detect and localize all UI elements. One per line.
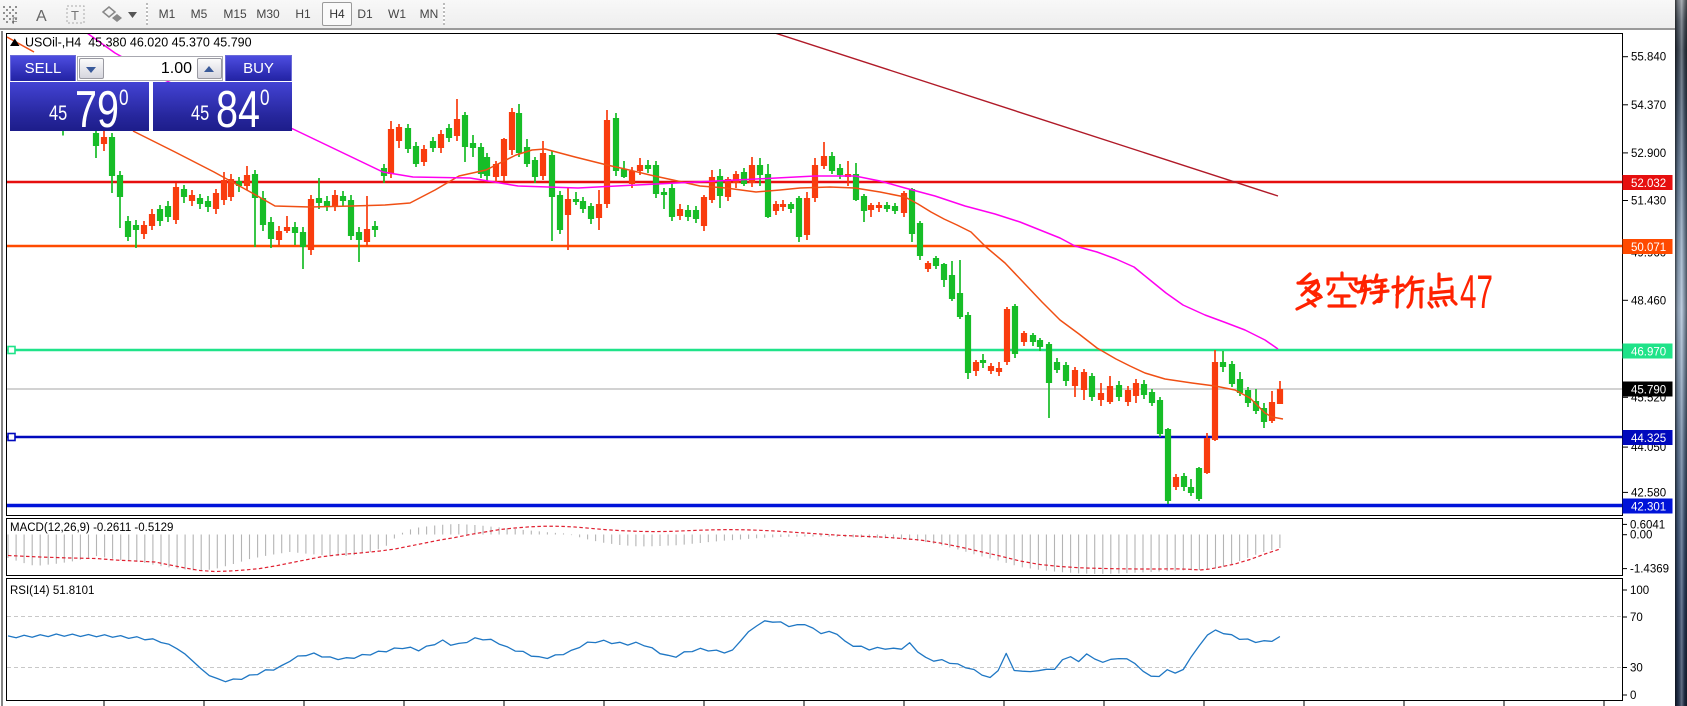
svg-text:42.301: 42.301	[1631, 502, 1666, 514]
svg-text:0: 0	[1630, 690, 1636, 702]
svg-text:50.071: 50.071	[1631, 242, 1666, 254]
svg-text:T: T	[71, 8, 79, 23]
svg-text:0.00: 0.00	[1630, 530, 1652, 542]
svg-text:42.580: 42.580	[1631, 487, 1666, 499]
svg-text:-1.4369: -1.4369	[1630, 564, 1669, 576]
svg-text:55.840: 55.840	[1631, 52, 1666, 64]
svg-text:USOil-,H4 45.380 46.020 45.37: USOil-,H4 45.380 46.020 45.370 45.790	[25, 36, 252, 50]
svg-text:44.050: 44.050	[1631, 442, 1666, 454]
svg-text:0.6041: 0.6041	[1630, 519, 1665, 531]
svg-text:100: 100	[1630, 585, 1649, 597]
svg-text:70: 70	[1630, 612, 1643, 624]
svg-text:A: A	[36, 8, 47, 25]
svg-text:51.430: 51.430	[1631, 196, 1666, 208]
svg-text:47: 47	[1460, 266, 1493, 319]
svg-text:F: F	[12, 16, 18, 26]
svg-text:46.970: 46.970	[1631, 347, 1666, 359]
svg-text:30: 30	[1630, 663, 1643, 675]
svg-text:RSI(14) 51.8101: RSI(14) 51.8101	[10, 585, 94, 597]
svg-text:48.460: 48.460	[1631, 295, 1666, 307]
svg-text:45.790: 45.790	[1631, 385, 1666, 397]
svg-text:52.900: 52.900	[1631, 148, 1666, 160]
svg-text:52.032: 52.032	[1631, 178, 1666, 190]
svg-text:44.325: 44.325	[1631, 433, 1666, 445]
svg-text:54.370: 54.370	[1631, 100, 1666, 112]
svg-text:MACD(12,26,9) -0.2611 -0.5129: MACD(12,26,9) -0.2611 -0.5129	[10, 522, 173, 534]
